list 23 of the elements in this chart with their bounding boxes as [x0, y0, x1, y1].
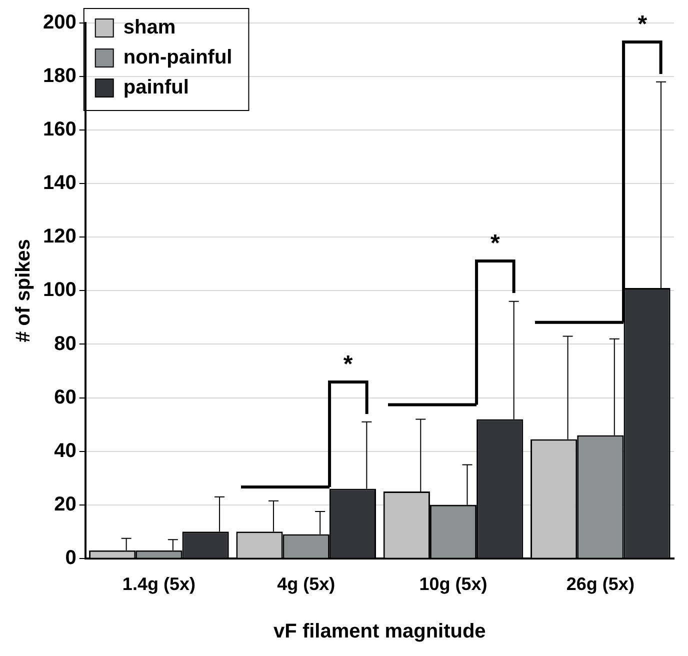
y-tick-label: 120 [42, 226, 76, 248]
x-tick-label: 4g (5x) [277, 574, 336, 594]
x-tick-label: 10g (5x) [419, 574, 488, 594]
y-tick-label: 180 [42, 65, 76, 88]
y-axis-title: # of spikes [12, 239, 35, 342]
annotation: * [636, 10, 648, 38]
legend-label: sham [123, 16, 176, 39]
y-tick-label: 160 [42, 118, 76, 141]
annotation: * [490, 230, 501, 258]
y-tick-label: 80 [54, 332, 76, 355]
y-tick-label: 40 [54, 440, 76, 462]
y-tick-label: 60 [54, 386, 76, 408]
y-tick-label: 200 [42, 12, 76, 34]
y-tick-label: 20 [54, 493, 76, 516]
x-tick-label: 26g (5x) [566, 574, 634, 594]
y-tick-label: 0 [65, 546, 76, 569]
annotation: * [342, 350, 354, 378]
y-tick-label: 140 [42, 172, 76, 194]
legend-label: non-painful [123, 46, 232, 69]
y-tick-label: 100 [42, 279, 76, 302]
x-axis-title: vF filament magnitude [274, 620, 486, 643]
x-tick-label: 1.4g (5x) [122, 574, 196, 594]
legend-label: painful [123, 76, 189, 99]
